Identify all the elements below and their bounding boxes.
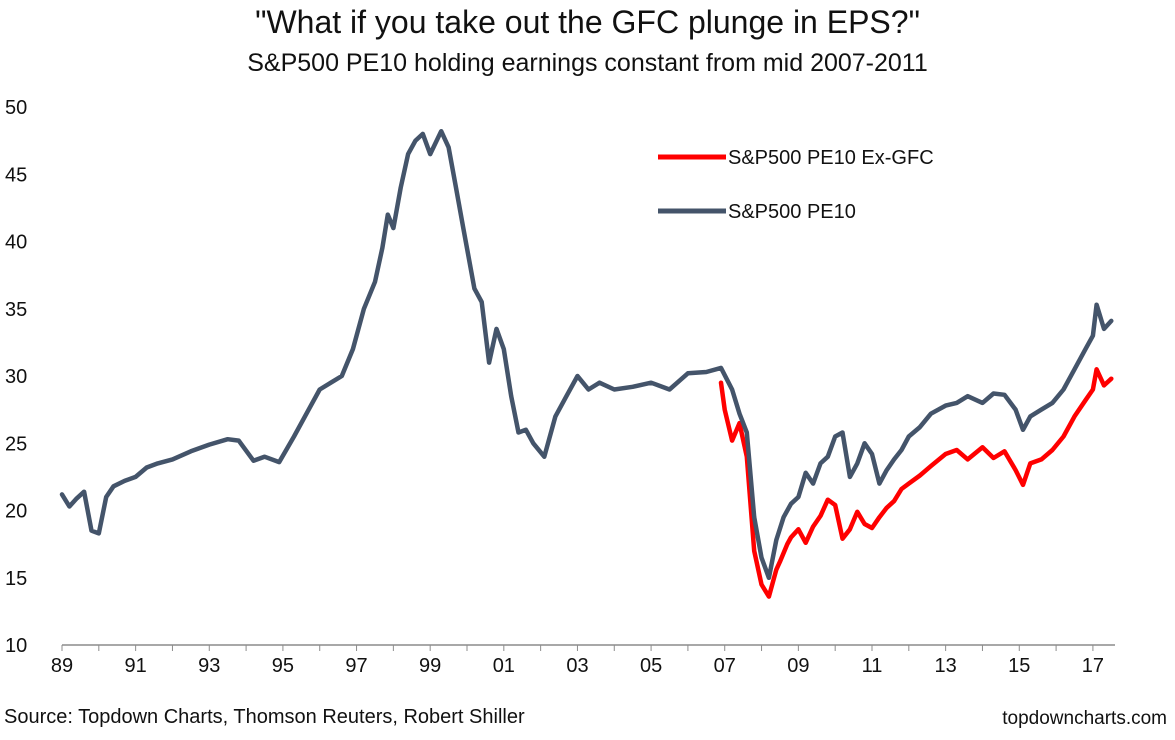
- x-tick-label: 97: [345, 655, 367, 677]
- x-tick-label: 17: [1082, 655, 1104, 677]
- legend-label-ex-gfc: S&P500 PE10 Ex-GFC: [728, 147, 934, 169]
- y-tick-label: 20: [5, 501, 27, 523]
- series-layer: [59, 128, 1114, 599]
- y-tick-label: 40: [5, 232, 27, 254]
- legend-label-pe10: S&P500 PE10: [728, 201, 856, 223]
- x-tick-label: 93: [198, 655, 220, 677]
- y-tick-label: 50: [5, 97, 27, 119]
- chart-subtitle: S&P500 PE10 holding earnings constant fr…: [247, 49, 928, 77]
- x-tick-label: 01: [493, 655, 515, 677]
- y-tick-label: 15: [5, 568, 27, 590]
- x-tick-label: 13: [935, 655, 957, 677]
- x-tick-label: 89: [51, 655, 73, 677]
- x-tick-label: 91: [125, 655, 147, 677]
- x-axis: 89 91 93 95 97 99 01 03 05 07 09 11 13 15 17: [51, 644, 1115, 677]
- y-tick-label: 10: [5, 635, 27, 657]
- x-tick-label: 11: [862, 655, 883, 677]
- x-tick-label: 15: [1008, 655, 1030, 677]
- chart-title: "What if you take out the GFC plunge in …: [255, 4, 920, 40]
- x-tick-label: 09: [787, 655, 809, 677]
- x-tick-label: 99: [419, 655, 441, 677]
- series-line-ex-gfc: [718, 367, 1114, 599]
- y-tick-label: 45: [5, 164, 27, 186]
- source-note: Source: Topdown Charts, Thomson Reuters,…: [4, 706, 525, 728]
- y-tick-label: 35: [5, 299, 27, 321]
- x-tick-label: 07: [714, 655, 736, 677]
- x-tick-label: 03: [566, 655, 588, 677]
- legend: S&P500 PE10 Ex-GFC S&P500 PE10: [658, 147, 934, 223]
- x-tick-label: 95: [272, 655, 294, 677]
- series-line-pe10: [59, 128, 1114, 581]
- y-axis-ticks: 10 15 20 25 30 35 40 45 50: [5, 97, 27, 657]
- y-tick-label: 25: [5, 433, 27, 455]
- x-tick-label: 05: [640, 655, 662, 677]
- website-credit: topdowncharts.com: [1002, 708, 1167, 729]
- y-tick-label: 30: [5, 366, 27, 388]
